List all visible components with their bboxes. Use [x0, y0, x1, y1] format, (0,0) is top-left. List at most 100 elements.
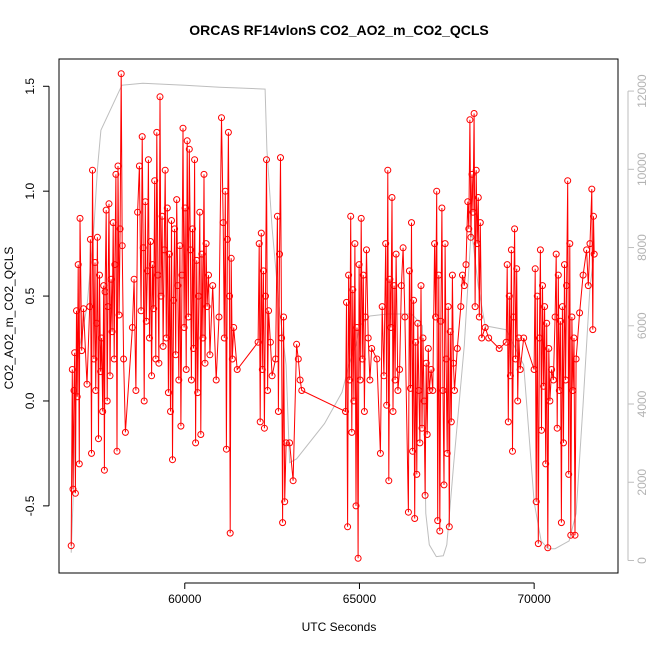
data-point — [543, 319, 551, 327]
data-point — [172, 351, 180, 359]
data-point — [421, 491, 429, 499]
data-point — [443, 449, 451, 457]
data-point — [92, 387, 100, 394]
data-point — [534, 540, 542, 548]
data-point — [360, 408, 368, 415]
data-point — [93, 233, 101, 241]
data-point — [78, 347, 86, 355]
data-point — [277, 154, 284, 162]
data-point — [565, 470, 573, 478]
data-point — [272, 355, 280, 363]
data-point — [223, 235, 231, 243]
data-point — [108, 328, 116, 336]
data-point — [440, 481, 448, 489]
data-point — [274, 408, 282, 415]
data-point — [268, 372, 276, 380]
data-point — [135, 162, 143, 170]
data-point — [495, 345, 503, 352]
data-point — [566, 240, 574, 248]
y2-tick-label: 10000 — [635, 152, 649, 186]
data-point — [89, 166, 96, 174]
data-point — [442, 355, 450, 363]
data-point — [590, 212, 597, 220]
data-point — [282, 439, 290, 447]
data-point — [117, 70, 125, 78]
data-point — [98, 334, 106, 342]
data-point — [115, 311, 123, 319]
data-point — [174, 282, 182, 290]
data-point — [563, 282, 571, 290]
data-point — [401, 313, 409, 321]
data-point — [128, 324, 136, 331]
data-point — [404, 508, 412, 516]
data-point — [468, 170, 476, 178]
data-point — [422, 359, 430, 367]
data-point — [100, 282, 108, 290]
data-point — [390, 282, 398, 290]
data-point — [190, 345, 197, 352]
data-point — [205, 271, 212, 279]
data-point — [96, 271, 103, 279]
data-point — [281, 498, 289, 506]
data-point — [103, 397, 111, 405]
data-point — [146, 334, 153, 342]
data-point — [391, 376, 399, 384]
data-point — [75, 460, 83, 468]
data-point — [460, 282, 468, 290]
data-point — [279, 519, 287, 527]
data-point — [298, 387, 306, 394]
data-point — [161, 166, 169, 174]
data-point — [143, 267, 151, 275]
data-point — [386, 275, 394, 283]
data-point — [76, 214, 84, 222]
data-point — [110, 355, 118, 363]
data-point — [380, 372, 388, 380]
data-point — [447, 418, 455, 426]
data-point — [359, 271, 367, 279]
data-point — [153, 128, 161, 136]
data-point — [502, 338, 510, 346]
data-point — [552, 250, 560, 258]
data-point — [104, 303, 112, 311]
co2-series-line — [70, 73, 595, 559]
data-point — [584, 282, 592, 290]
data-point — [423, 431, 431, 438]
data-point — [192, 439, 200, 447]
data-point — [538, 426, 545, 434]
data-point — [444, 303, 452, 311]
data-point — [179, 124, 187, 132]
data-point — [366, 376, 374, 384]
data-point — [142, 317, 150, 325]
data-point — [175, 376, 183, 384]
data-point — [551, 313, 559, 321]
data-point — [182, 366, 190, 373]
data-point — [80, 305, 87, 313]
data-point — [539, 282, 546, 290]
y-axis-label: CO2_AO2_m_CO2_QCLS — [2, 247, 16, 390]
data-point — [545, 345, 553, 352]
data-point — [397, 282, 405, 290]
data-point — [478, 334, 486, 342]
data-point — [348, 428, 356, 436]
data-point — [513, 265, 521, 273]
data-point — [151, 177, 159, 185]
data-point — [263, 156, 270, 164]
data-point — [209, 282, 217, 290]
data-point — [286, 439, 294, 447]
data-point — [159, 342, 167, 350]
data-point — [564, 177, 572, 185]
data-point — [589, 326, 597, 334]
data-point — [544, 544, 552, 552]
data-point — [503, 261, 511, 269]
data-point — [358, 355, 366, 363]
data-point — [148, 372, 156, 380]
data-point — [549, 376, 557, 384]
data-point — [464, 198, 472, 206]
data-point — [505, 292, 513, 300]
data-point — [228, 355, 236, 363]
data-point — [469, 208, 477, 216]
data-point — [183, 137, 191, 145]
data-point — [93, 319, 101, 327]
data-point — [162, 334, 170, 342]
data-point — [218, 114, 225, 122]
